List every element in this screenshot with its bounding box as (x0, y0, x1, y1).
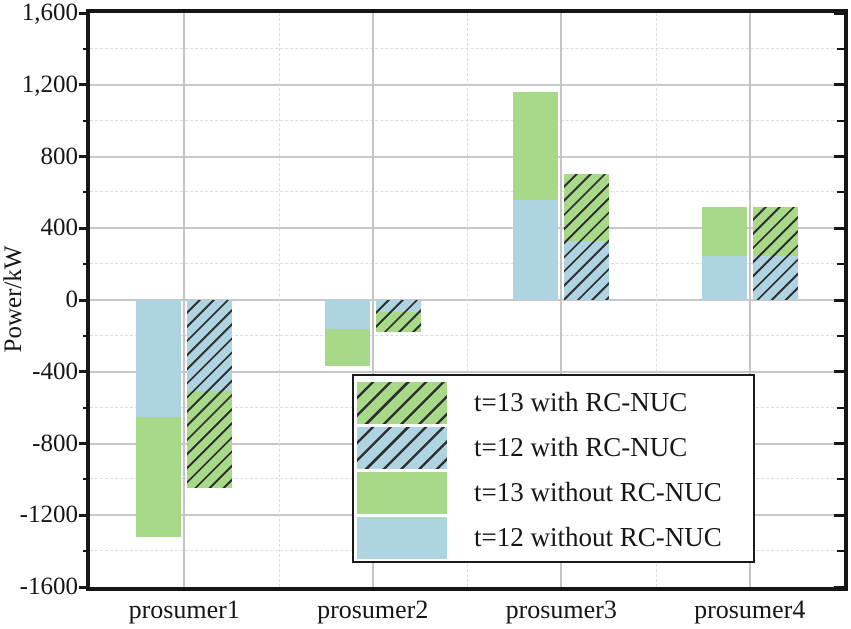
y-tick-label: 1,200 (21, 70, 78, 98)
y-major-tick-right (834, 155, 844, 158)
y-major-tick-right (834, 83, 844, 87)
legend-swatch-hatched (357, 381, 447, 424)
y-minor-tick-left (83, 334, 90, 337)
y-major-tick-left (79, 513, 90, 517)
y-minor-tick-left (83, 263, 90, 266)
bar-hatch-overlay (375, 300, 421, 333)
y-major-tick-left (79, 155, 90, 158)
legend-entry: t=13 with RC-NUC (357, 380, 753, 425)
legend-label: t=13 with RC-NUC (474, 387, 688, 417)
legend-entry: t=13 without RC-NUC (357, 470, 753, 515)
y-minor-tick-right (837, 119, 844, 122)
y-major-tick-right (834, 585, 844, 589)
y-major-tick-left (79, 442, 90, 445)
y-minor-tick-left (83, 406, 90, 409)
y-minor-tick-right (837, 550, 844, 553)
y-minor-tick-left (83, 47, 90, 50)
gridline-category-boundary (278, 13, 280, 587)
y-tick-label: -1200 (19, 501, 78, 529)
legend-entry: t=12 with RC-NUC (357, 425, 753, 470)
y-major-tick-right (834, 370, 844, 374)
bar-segment (701, 256, 747, 300)
legend-entry: t=12 without RC-NUC (357, 515, 753, 560)
y-major-tick-left (79, 370, 90, 374)
y-minor-tick-right (837, 191, 844, 194)
bar-segment (136, 416, 182, 537)
bar-hatch-overlay (187, 300, 233, 489)
legend-swatch-hatched (357, 426, 447, 469)
y-tick-label: -1600 (19, 573, 78, 600)
y-major-tick-left (79, 226, 90, 230)
gridline-category-center (748, 13, 751, 587)
bar-segment (701, 206, 747, 257)
legend: t=13 with RC-NUC t=12 with RC-NUC t=13 wit… (352, 374, 755, 563)
bar-hatch-overlay (564, 174, 610, 300)
y-minor-tick-left (83, 119, 90, 122)
y-major-tick-left (79, 585, 90, 589)
y-minor-tick-right (837, 47, 844, 50)
x-category-label: prosumer2 (317, 595, 429, 624)
legend-label: t=12 with RC-NUC (474, 432, 688, 462)
legend-label: t=12 without RC-NUC (474, 522, 722, 552)
y-minor-tick-right (837, 478, 844, 481)
legend-label: t=13 without RC-NUC (474, 477, 722, 507)
y-major-tick-right (834, 298, 844, 302)
gridline-category-boundary (655, 13, 657, 587)
bar-segment (324, 300, 370, 329)
legend-swatch-solid (357, 516, 447, 559)
bar-segment (513, 91, 559, 200)
bar-segment (513, 199, 559, 300)
gridline-category-center (560, 13, 563, 587)
y-tick-label: 0 (65, 286, 79, 313)
x-category-label: prosumer1 (128, 595, 240, 624)
x-category-label: prosumer4 (694, 595, 806, 624)
y-minor-tick-right (837, 263, 844, 266)
gridline-category-boundary (467, 13, 468, 587)
y-minor-tick-left (83, 550, 90, 553)
bar-hatch-overlay (752, 206, 798, 300)
y-major-tick-left (79, 11, 90, 15)
y-minor-tick-right (837, 334, 844, 337)
y-major-tick-right (834, 442, 844, 445)
y-major-tick-right (834, 11, 844, 15)
y-minor-tick-right (837, 406, 844, 409)
y-tick-label: 800 (40, 142, 79, 170)
y-major-tick-left (79, 298, 90, 302)
y-minor-tick-left (83, 478, 90, 481)
y-tick-label: -800 (32, 429, 78, 457)
y-tick-label: 400 (40, 214, 79, 242)
gridline-category-center (371, 13, 374, 587)
y-major-tick-right (834, 513, 844, 517)
gridline-category-center (183, 13, 186, 587)
y-tick-label: -400 (32, 357, 78, 385)
bar-segment (324, 328, 370, 367)
y-major-tick-left (79, 83, 90, 87)
bar-segment (136, 300, 182, 417)
y-major-tick-right (834, 226, 844, 230)
x-category-label: prosumer3 (505, 595, 617, 624)
legend-swatch-solid (357, 471, 447, 514)
y-minor-tick-left (83, 191, 90, 194)
y-tick-label: 1,600 (21, 0, 78, 26)
